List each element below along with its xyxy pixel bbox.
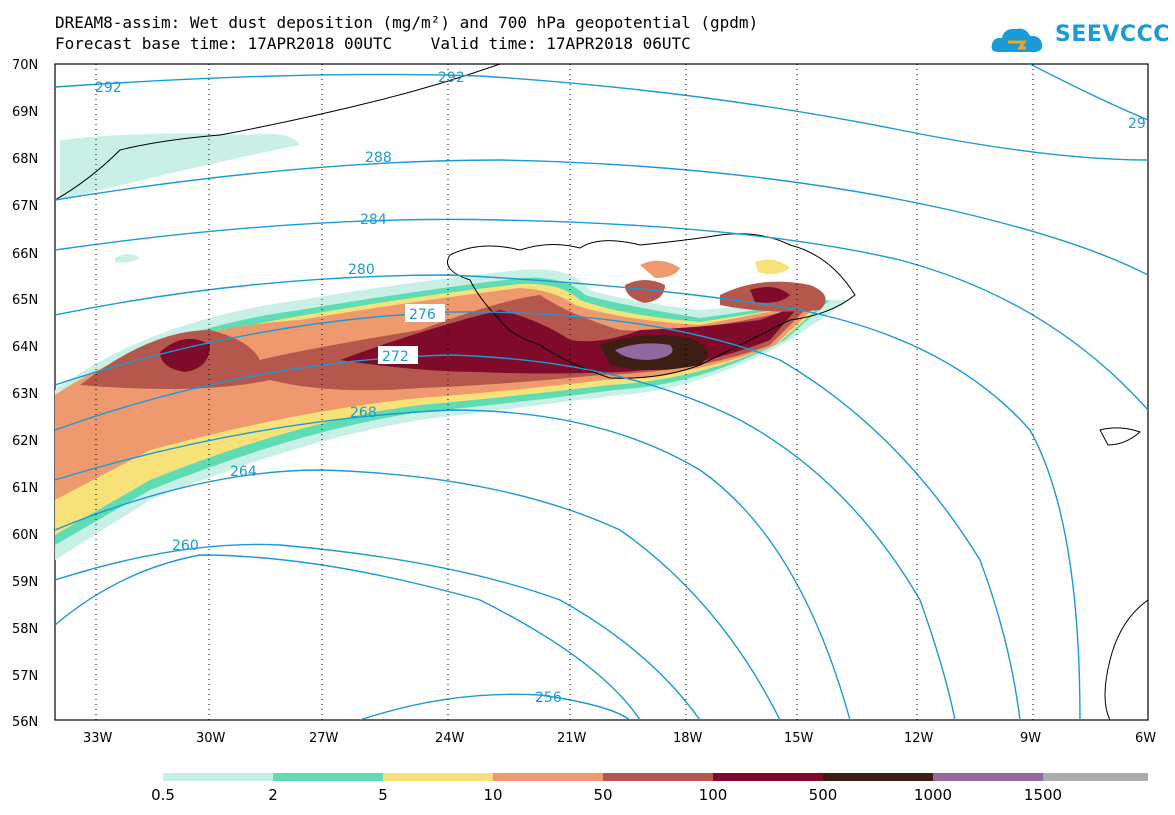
colorbar-swatch-4 — [493, 773, 603, 781]
lon-label-6w: 6W — [1135, 731, 1156, 746]
contour-label-29: 29 — [1128, 116, 1146, 132]
lon-label-21w: 21W — [557, 731, 587, 746]
lat-label-60n: 60N — [12, 528, 38, 543]
colorbar-swatch-5 — [603, 773, 713, 781]
lat-label-70n: 70N — [12, 58, 38, 73]
colorbar-swatch-3 — [383, 773, 493, 781]
lon-label-18w: 18W — [673, 731, 703, 746]
lat-label-59n: 59N — [12, 575, 38, 590]
lat-label-66n: 66N — [12, 247, 38, 262]
latitude-labels: 70N 69N 68N 67N 66N 65N 64N 63N 62N 61N … — [12, 58, 38, 730]
contour-label-280: 280 — [348, 262, 375, 278]
chart-title-line1: DREAM8-assim: Wet dust deposition (mg/m²… — [55, 13, 759, 32]
lat-label-68n: 68N — [12, 152, 38, 167]
cloud-icon — [991, 28, 1043, 52]
contour-label-256: 256 — [535, 690, 562, 706]
lat-label-65n: 65N — [12, 293, 38, 308]
lon-label-9w: 9W — [1020, 731, 1041, 746]
lat-label-63n: 63N — [12, 387, 38, 402]
colorbar-label-100: 100 — [698, 786, 728, 804]
coastline-greenland — [55, 64, 501, 201]
lat-label-67n: 67N — [12, 199, 38, 214]
lat-label-62n: 62N — [12, 434, 38, 449]
contour-label-272: 272 — [382, 349, 409, 365]
contour-label-284: 284 — [360, 212, 387, 228]
lat-label-57n: 57N — [12, 669, 38, 684]
colorbar-swatch-9 — [1043, 773, 1148, 781]
contour-label-292-a: 292 — [95, 80, 122, 96]
lon-label-15w: 15W — [784, 731, 814, 746]
colorbar-label-2: 2 — [268, 786, 278, 804]
lat-label-64n: 64N — [12, 340, 38, 355]
lat-label-58n: 58N — [12, 622, 38, 637]
lat-label-69n: 69N — [12, 105, 38, 120]
colorbar-label-0-5: 0.5 — [151, 786, 175, 804]
geopotential-contours — [55, 64, 1148, 720]
lon-label-12w: 12W — [904, 731, 934, 746]
logo-text: SEEVCCC — [1055, 22, 1170, 47]
colorbar-swatch-6 — [713, 773, 823, 781]
lon-label-27w: 27W — [309, 731, 339, 746]
colorbar-swatch-2 — [273, 773, 383, 781]
coastline-faroe — [1099, 427, 1141, 446]
colorbar-label-1000: 1000 — [913, 786, 953, 804]
lon-label-24w: 24W — [435, 731, 465, 746]
contour-label-288: 288 — [365, 150, 392, 166]
coastline-scotland — [1104, 599, 1148, 720]
contour-label-268: 268 — [350, 405, 377, 421]
lon-label-33w: 33W — [83, 731, 113, 746]
colorbar-swatch-1 — [163, 773, 273, 781]
colorbar-label-1500: 1500 — [1023, 786, 1063, 804]
colorbar-swatch-8 — [933, 773, 1043, 781]
contour-label-264: 264 — [230, 464, 257, 480]
contour-label-292-b: 292 — [438, 70, 465, 86]
colorbar-label-10: 10 — [483, 786, 503, 804]
longitude-labels: 33W 30W 27W 24W 21W 18W 15W 12W 9W 6W — [83, 731, 1156, 746]
lon-label-30w: 30W — [196, 731, 226, 746]
colorbar-swatch-7 — [823, 773, 933, 781]
contour-label-276: 276 — [409, 307, 436, 323]
contour-labels: 292 292 29 288 284 280 276 272 268 264 2… — [95, 70, 1146, 706]
contour-label-260: 260 — [172, 538, 199, 554]
chart-title-line2: Forecast base time: 17APR2018 00UTC Vali… — [55, 34, 691, 53]
dust-deposition-field — [55, 133, 850, 560]
colorbar-label-50: 50 — [593, 786, 613, 804]
colorbar-label-5: 5 — [378, 786, 388, 804]
lat-label-61n: 61N — [12, 481, 38, 496]
lat-label-56n: 56N — [12, 715, 38, 730]
colorbar-label-500: 500 — [808, 786, 838, 804]
colorbar — [163, 773, 1148, 781]
